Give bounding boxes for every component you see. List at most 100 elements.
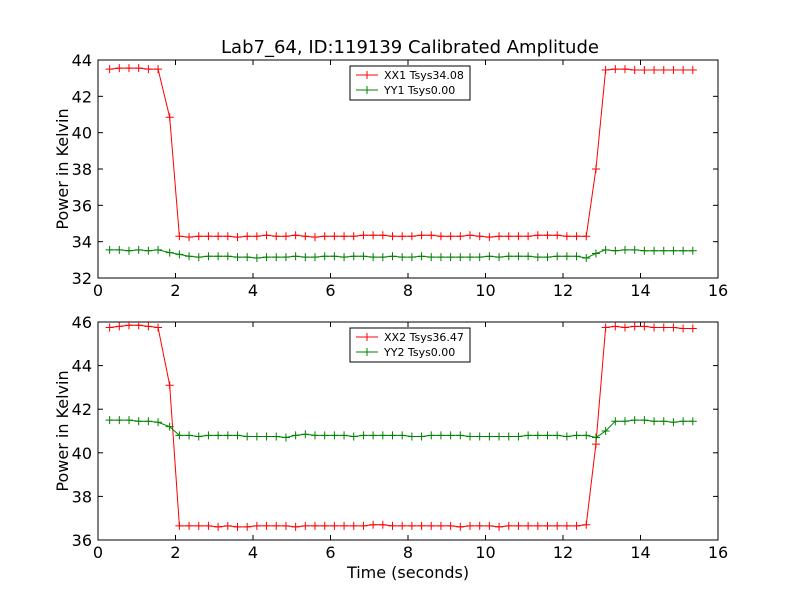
data-point	[378, 520, 387, 529]
data-point	[291, 522, 300, 531]
data-point	[669, 65, 678, 74]
series-2	[105, 416, 697, 442]
x-tick-label: 14	[630, 543, 650, 562]
data-point	[524, 431, 533, 440]
data-point	[194, 253, 203, 262]
data-point	[144, 322, 153, 331]
data-point	[562, 252, 571, 261]
data-point	[378, 253, 387, 262]
data-point	[262, 231, 271, 240]
data-point	[456, 431, 465, 440]
data-point	[204, 431, 213, 440]
data-point	[154, 418, 163, 427]
data-point	[154, 65, 163, 74]
data-point	[281, 521, 290, 530]
x-tick-label: 8	[403, 543, 413, 562]
data-point	[514, 521, 523, 530]
data-point	[582, 431, 591, 440]
data-point	[185, 233, 194, 242]
data-point	[388, 252, 397, 261]
data-point	[281, 232, 290, 241]
x-tick-label: 6	[325, 281, 335, 300]
y-tick-label: 36	[72, 531, 92, 550]
legend-label: XX1 Tsys34.08	[384, 69, 464, 82]
data-point	[223, 431, 232, 440]
data-point	[291, 431, 300, 440]
data-point	[640, 416, 649, 425]
data-point	[417, 231, 426, 240]
data-point	[320, 431, 329, 440]
data-point	[134, 245, 143, 254]
data-point	[446, 431, 455, 440]
data-point	[340, 521, 349, 530]
data-point	[553, 252, 562, 261]
data-point	[243, 432, 252, 441]
data-point	[582, 520, 591, 529]
data-point	[125, 246, 133, 255]
data-point	[524, 252, 533, 261]
data-point	[330, 252, 339, 261]
x-axis-label: Time (seconds)	[346, 563, 469, 582]
data-point	[553, 521, 562, 530]
data-point	[398, 431, 407, 440]
data-point	[591, 433, 600, 442]
data-point	[495, 432, 504, 441]
data-point	[165, 248, 174, 257]
data-point	[378, 431, 387, 440]
data-point	[572, 521, 581, 530]
data-point	[252, 232, 261, 241]
legend-swatch-marker	[363, 71, 371, 79]
data-point	[621, 245, 629, 254]
data-point	[349, 252, 358, 261]
data-point	[252, 254, 261, 263]
data-point	[669, 246, 678, 255]
data-point	[621, 323, 629, 332]
data-point	[407, 232, 416, 241]
data-point	[417, 252, 426, 261]
y-axis-label: Power in Kelvin	[53, 108, 72, 229]
data-point	[650, 323, 659, 332]
data-point	[369, 253, 378, 262]
data-point	[427, 253, 436, 262]
data-point	[427, 431, 436, 440]
data-point	[543, 231, 552, 240]
data-point	[572, 232, 581, 241]
x-tick-label: 4	[248, 543, 258, 562]
data-point	[582, 232, 591, 241]
data-point	[398, 232, 407, 241]
y-tick-label: 38	[72, 160, 92, 179]
data-point	[388, 431, 397, 440]
y-tick-label: 40	[72, 444, 92, 463]
data-point	[543, 521, 552, 530]
data-point	[291, 252, 300, 261]
data-point	[311, 431, 319, 440]
data-point	[427, 521, 436, 530]
data-point	[679, 65, 688, 74]
data-point	[105, 416, 114, 425]
data-point	[514, 432, 523, 441]
data-point	[154, 245, 163, 254]
data-point	[475, 232, 484, 241]
data-point	[301, 253, 310, 262]
data-point	[688, 65, 697, 74]
data-point	[252, 521, 261, 530]
data-point	[621, 417, 629, 426]
series-2	[105, 245, 697, 263]
data-point	[572, 431, 581, 440]
data-point	[601, 427, 610, 435]
data-point	[301, 430, 310, 439]
data-point	[165, 381, 174, 390]
data-point	[330, 431, 339, 440]
data-point	[407, 432, 416, 441]
data-point	[311, 253, 319, 262]
data-point	[165, 113, 174, 122]
data-point	[533, 431, 542, 440]
data-point	[466, 432, 474, 441]
data-point	[630, 322, 639, 331]
data-point	[456, 253, 465, 262]
x-tick-label: 6	[325, 543, 335, 562]
data-point	[349, 232, 358, 241]
data-point	[134, 64, 143, 73]
data-point	[436, 431, 445, 440]
data-point	[388, 232, 397, 241]
